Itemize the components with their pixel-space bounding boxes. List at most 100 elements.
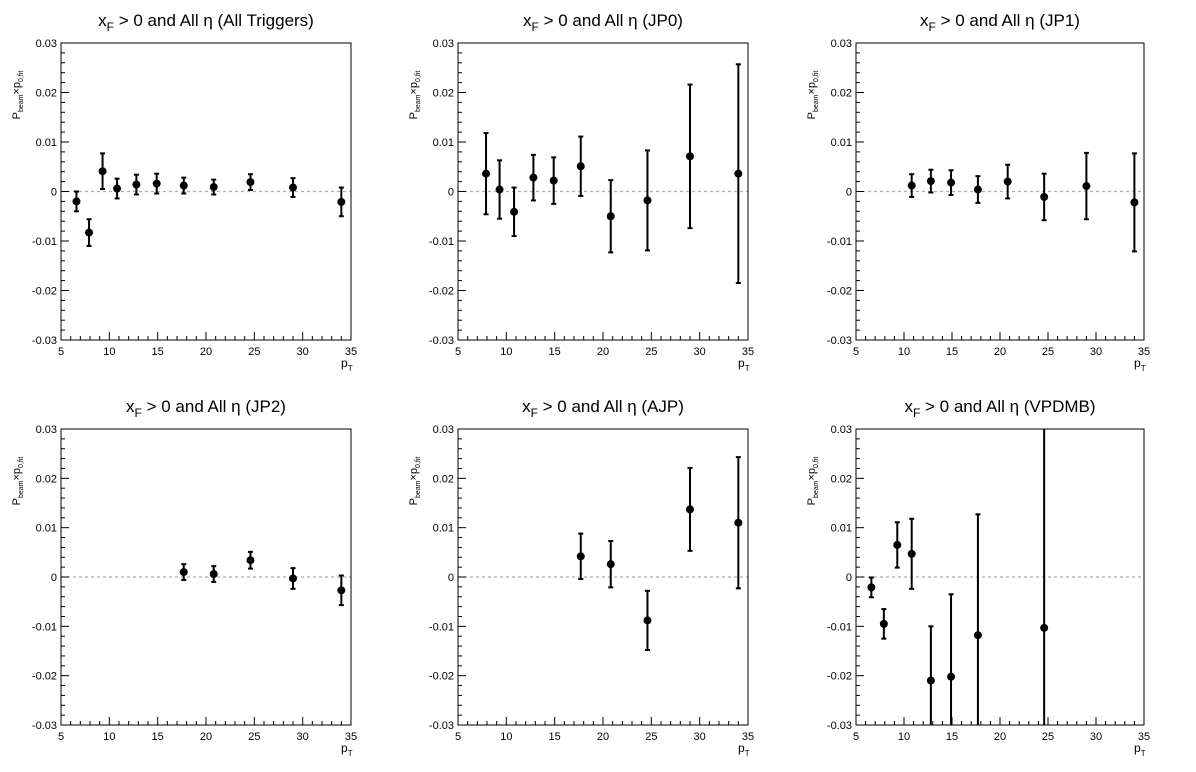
data-point: [529, 153, 538, 202]
data-point: [734, 456, 743, 590]
data-point: [246, 550, 255, 570]
y-tick-label: -0.01: [827, 236, 852, 248]
data-point: [98, 152, 107, 191]
chart-title: xF > 0 and All η (JP1): [920, 11, 1080, 34]
y-axis-label-subscript: beam: [813, 480, 820, 498]
y-tick-label: 0.01: [831, 523, 852, 535]
chart-panel: xF > 0 and All η (AJP) 5 10 15 20 25 30 35 -0.03…: [408, 397, 754, 758]
x-tick-label: 5: [853, 346, 859, 358]
data-marker: [549, 176, 558, 185]
data-point: [246, 173, 255, 192]
x-axis-label-text: p: [738, 741, 745, 755]
y-axis-label-text: P: [11, 112, 23, 119]
data-point: [113, 177, 122, 200]
y-axis-label-subscript: beam: [415, 480, 422, 498]
data-point: [973, 175, 982, 204]
data-marker: [152, 179, 161, 188]
data-marker: [337, 586, 346, 595]
y-tick-label: -0.01: [32, 236, 57, 248]
y-tick-label: 0.02: [831, 473, 852, 485]
data-marker: [289, 183, 297, 192]
data-point: [289, 177, 297, 198]
y-tick-label: -0.03: [429, 720, 454, 732]
data-marker: [576, 162, 585, 171]
chart-title: xF > 0 and All η (JP2): [126, 397, 286, 420]
data-marker: [529, 173, 538, 182]
x-axis-label-text: p: [738, 356, 745, 370]
x-tick-label: 15: [152, 731, 164, 743]
chart-title-text: > 0 and All η (VPDMB): [920, 397, 1095, 416]
x-axis-label-text: p: [1134, 356, 1141, 370]
x-axis-label-text: p: [341, 356, 348, 370]
chart-title-subscript: F: [929, 20, 936, 34]
data-point: [867, 576, 876, 599]
data-point: [686, 466, 694, 552]
y-axis-label: Pbeam×p0,fit: [11, 71, 25, 120]
x-tick-label: 5: [455, 731, 461, 743]
x-tick-label: 25: [1042, 346, 1054, 358]
data-marker: [1082, 182, 1091, 191]
data-marker: [72, 197, 81, 206]
data-point: [926, 625, 935, 725]
chart-title-subscript: F: [913, 406, 920, 420]
data-marker: [926, 676, 935, 685]
y-axis-label: Pbeam×p0,fit: [11, 457, 25, 506]
data-point: [209, 178, 218, 196]
y-tick-label: 0.02: [36, 88, 57, 100]
y-tick-label: 0.03: [433, 424, 454, 436]
data-marker: [907, 549, 916, 558]
y-axis-label-text: P: [408, 498, 420, 505]
data-marker: [867, 583, 876, 592]
y-axis-label-text: ×p: [806, 468, 818, 481]
data-point: [973, 513, 982, 725]
y-axis-label: Pbeam×p0,fit: [806, 457, 820, 506]
data-marker: [643, 196, 652, 205]
x-tick-label: 15: [946, 731, 958, 743]
data-marker: [947, 672, 956, 681]
y-axis-label-subscript: 0,fit: [813, 71, 820, 82]
data-point: [132, 173, 141, 196]
data-marker: [179, 568, 188, 577]
data-marker: [289, 574, 297, 583]
x-axis-label: pT: [1134, 741, 1146, 758]
data-point: [926, 168, 935, 194]
data-marker: [879, 619, 888, 628]
chart-title-text: > 0 and All η (JP1): [936, 11, 1080, 30]
y-axis-label-text: P: [408, 112, 420, 119]
x-axis-label-subscript: T: [745, 749, 750, 758]
y-axis-label-text: P: [806, 112, 818, 119]
chart-panel: xF > 0 and All η (VPDMB) 5 10 15 20 25 30 35 -0.…: [806, 397, 1150, 758]
x-axis-label: pT: [738, 741, 750, 758]
y-tick-label: 0: [846, 572, 852, 584]
chart-title-text: > 0 and All η (JP2): [142, 397, 286, 416]
data-marker: [606, 560, 615, 569]
x-tick-label: 25: [1042, 731, 1054, 743]
x-tick-label: 35: [742, 731, 754, 743]
x-tick-label: 10: [898, 346, 910, 358]
data-marker: [1003, 177, 1012, 186]
data-marker: [686, 152, 694, 161]
x-tick-label: 15: [946, 346, 958, 358]
y-axis-label-subscript: beam: [18, 94, 25, 112]
data-marker: [893, 540, 902, 549]
x-tick-label: 5: [58, 346, 64, 358]
data-marker: [482, 169, 491, 178]
chart-panel: xF > 0 and All η (JP1) 5 10 15 20 25 30 35 -0.03…: [806, 11, 1150, 373]
data-marker: [643, 616, 652, 625]
data-point: [1040, 172, 1049, 222]
chart-title-text: x: [522, 397, 531, 416]
y-tick-label: 0.02: [36, 473, 57, 485]
y-axis-label: Pbeam×p0,fit: [408, 457, 422, 506]
x-axis-label: pT: [1134, 356, 1146, 373]
x-tick-label: 5: [455, 346, 461, 358]
y-axis-label-text: P: [11, 498, 23, 505]
x-tick-label: 30: [1090, 731, 1102, 743]
x-tick-label: 15: [152, 346, 164, 358]
x-axis-label: pT: [341, 356, 353, 373]
chart-title: xF > 0 and All η (All Triggers): [98, 11, 314, 34]
y-tick-label: 0: [448, 187, 454, 199]
y-tick-label: 0.03: [36, 38, 57, 50]
data-point: [907, 517, 916, 590]
y-tick-label: -0.01: [827, 621, 852, 633]
x-tick-label: 20: [994, 731, 1006, 743]
